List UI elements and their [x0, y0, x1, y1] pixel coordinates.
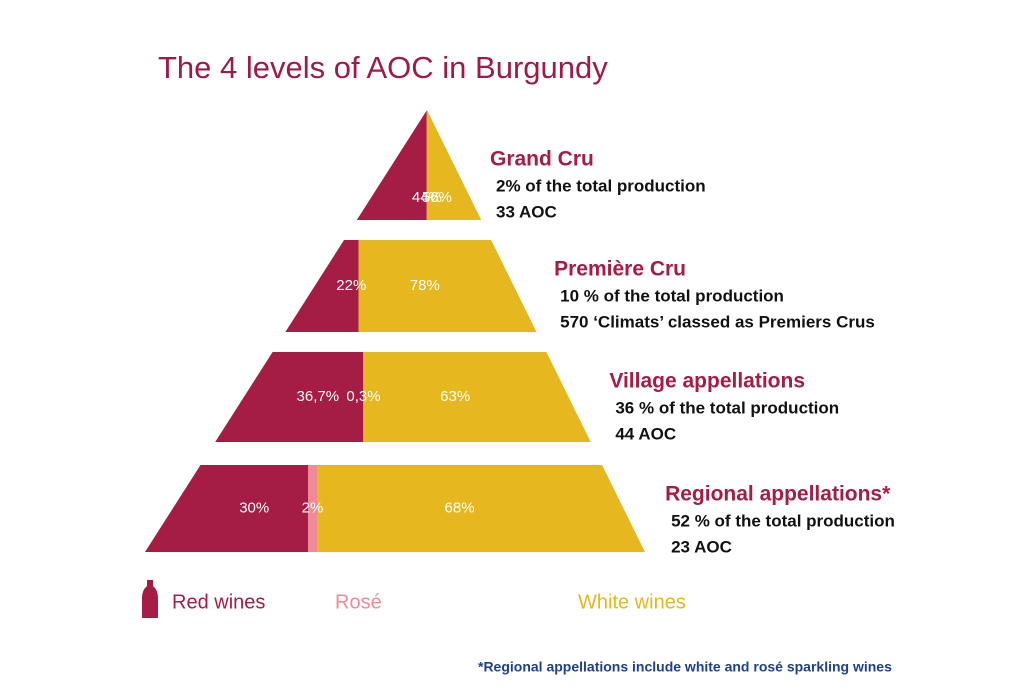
value-label: 2% — [302, 499, 324, 516]
segment — [215, 352, 364, 442]
level-detail: 33 AOC — [496, 202, 557, 221]
level-title: Grand Cru — [490, 148, 594, 171]
segment — [363, 352, 365, 442]
chart-title: The 4 levels of AOC in Burgundy — [158, 50, 608, 85]
value-label: 68% — [445, 499, 475, 516]
level — [215, 352, 591, 442]
level-detail: 23 AOC — [671, 537, 732, 556]
segment — [358, 240, 537, 332]
value-label: 63% — [440, 388, 470, 405]
value-label: 22% — [336, 277, 366, 294]
segment — [364, 352, 591, 442]
value-label: 36,7% — [297, 388, 340, 405]
level-title: Regional appellations* — [665, 483, 891, 506]
level — [145, 465, 645, 552]
level-title: Première Cru — [554, 258, 686, 281]
legend-label: White wines — [578, 591, 686, 613]
level-detail: 52 % of the total production — [671, 511, 895, 530]
value-label: 44% — [412, 189, 442, 206]
level-title: Village appellations — [609, 370, 805, 393]
segment — [145, 465, 308, 552]
level-detail: 2% of the total production — [496, 176, 706, 195]
segment — [307, 465, 318, 552]
segment — [317, 465, 645, 552]
level-detail: 570 ‘Climats’ classed as Premiers Crus — [560, 312, 875, 331]
value-label: 30% — [239, 499, 269, 516]
legend-label: Rosé — [335, 591, 382, 613]
value-label: 78% — [410, 277, 440, 294]
value-label: 56% — [422, 189, 452, 206]
level-detail: 10 % of the total production — [560, 286, 784, 305]
footnote: *Regional appellations include white and… — [478, 659, 892, 675]
legend-label: Red wines — [172, 591, 265, 613]
level-detail: 36 % of the total production — [615, 398, 839, 417]
bottle-icon — [142, 580, 158, 618]
level-detail: 44 AOC — [615, 424, 676, 443]
value-label: 0,3% — [346, 388, 380, 405]
